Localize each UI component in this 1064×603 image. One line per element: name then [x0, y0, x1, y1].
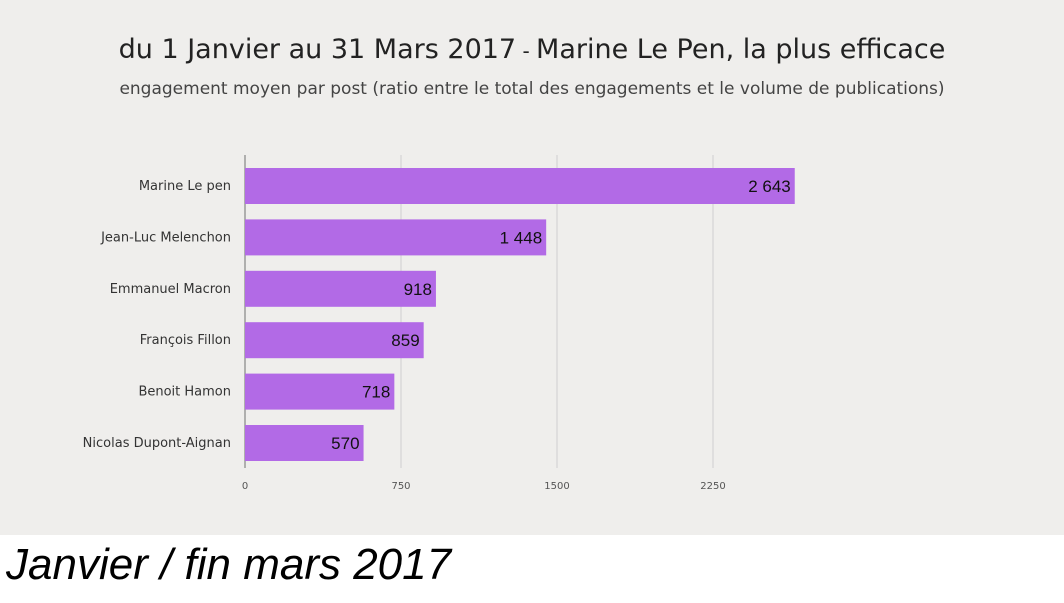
category-label: Jean-Luc Melenchon	[100, 230, 231, 245]
bar	[245, 322, 424, 359]
x-tick-label: 750	[391, 481, 410, 492]
chart-subtitle: engagement moyen par post (ratio entre l…	[119, 79, 945, 99]
x-tick-label: 2250	[700, 481, 725, 492]
chart-panel	[0, 0, 1064, 535]
caption: Janvier / fin mars 2017	[6, 540, 452, 589]
chart-title: du 1 Janvier au 31 Mars 2017 - Marine Le…	[0, 34, 1064, 65]
category-label: Marine Le pen	[139, 179, 231, 194]
category-label: Emmanuel Macron	[110, 282, 231, 297]
category-label: Benoit Hamon	[138, 385, 231, 400]
value-label: 718	[362, 383, 390, 402]
value-label: 1 448	[500, 228, 543, 247]
bar	[245, 270, 436, 307]
value-label: 859	[391, 331, 419, 350]
value-label: 2 643	[748, 177, 791, 196]
category-label: François Fillon	[140, 333, 231, 348]
value-label: 918	[404, 280, 432, 299]
bar	[245, 425, 364, 461]
value-label: 570	[331, 434, 359, 453]
bar	[245, 373, 395, 410]
bar	[245, 168, 795, 204]
bar	[245, 219, 547, 256]
title-separator: -	[516, 39, 537, 63]
title-main: du 1 Janvier au 31 Mars 2017	[118, 34, 517, 65]
bar-chart: 0 750 1500 2250 Marine Le pen 2 643 Jean-Luc M…	[83, 155, 795, 492]
category-label: Nicolas Dupont-Aignan	[83, 436, 231, 451]
x-tick-label: 0	[242, 481, 248, 492]
title-highlight: Marine Le Pen, la plus efficace	[536, 34, 946, 65]
x-tick-label: 1500	[544, 481, 569, 492]
